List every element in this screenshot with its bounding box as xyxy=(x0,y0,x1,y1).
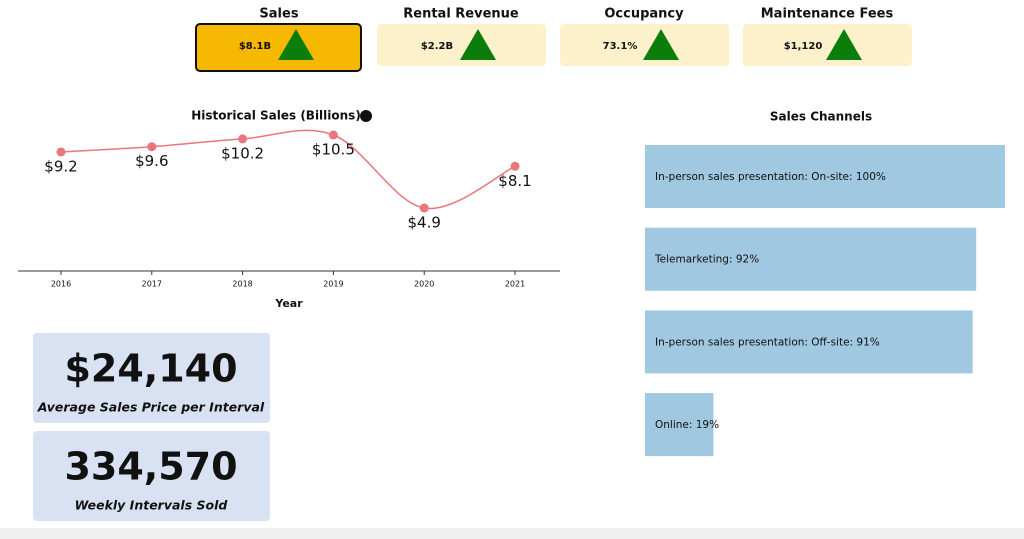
kpi-title: Sales xyxy=(259,7,298,22)
x-tick-label: 2019 xyxy=(323,280,343,289)
kpi-card[interactable] xyxy=(195,23,362,72)
footer-strip xyxy=(0,528,1024,539)
x-tick-label: 2020 xyxy=(414,280,434,289)
kpi-value: $2.2B xyxy=(421,41,453,52)
kpi-value: 73.1% xyxy=(603,41,638,52)
up-arrow xyxy=(826,29,862,60)
up-arrow xyxy=(460,29,496,60)
stat-card xyxy=(33,431,270,521)
kpi-card[interactable] xyxy=(377,24,546,66)
kpi-card[interactable] xyxy=(560,24,729,66)
kpi-value: $1,120 xyxy=(784,41,823,52)
x-tick-label: 2017 xyxy=(142,280,162,289)
kpi-card[interactable] xyxy=(743,24,912,66)
stat-label: Weekly Intervals Sold xyxy=(75,498,229,513)
x-axis-label: Year xyxy=(274,297,303,310)
x-tick-label: 2018 xyxy=(232,280,252,289)
data-label: $4.9 xyxy=(407,214,440,232)
bar-label: Telemarketing: 92% xyxy=(654,254,759,266)
stat-label: Average Sales Price per Interval xyxy=(37,400,265,415)
bar xyxy=(645,393,714,457)
point xyxy=(510,161,520,171)
bar-label: In-person sales presentation: Off-site: … xyxy=(655,336,880,348)
help-icon[interactable] xyxy=(360,110,372,122)
kpi-title: Rental Revenue xyxy=(403,7,519,22)
up-arrow xyxy=(643,29,679,60)
data-label: $10.5 xyxy=(312,141,355,159)
x-tick-label: 2016 xyxy=(51,280,71,289)
data-label: $9.2 xyxy=(44,157,77,175)
help-icon-mark: ? xyxy=(363,113,368,123)
kpi-title: Maintenance Fees xyxy=(761,7,894,22)
point xyxy=(328,130,338,140)
point xyxy=(419,203,429,213)
x-tick-label: 2021 xyxy=(505,280,525,289)
data-label: $9.6 xyxy=(135,152,168,170)
up-arrow xyxy=(278,29,314,60)
stat-value: $24,140 xyxy=(64,347,237,391)
data-label: $10.2 xyxy=(221,144,264,162)
bar xyxy=(645,227,977,291)
point xyxy=(238,134,248,144)
chart-title: Sales Channels xyxy=(770,110,872,124)
bar xyxy=(645,145,1005,208)
point xyxy=(56,147,66,157)
bar xyxy=(645,310,973,374)
sales-line xyxy=(60,129,516,210)
point xyxy=(147,142,157,152)
kpi-title: Occupancy xyxy=(604,7,684,22)
stat-card xyxy=(33,333,270,423)
data-label: $8.1 xyxy=(498,172,531,190)
bar-label: In-person sales presentation: On-site: 1… xyxy=(655,171,886,183)
bar-label: Online: 19% xyxy=(655,419,719,431)
stat-value: 334,570 xyxy=(64,445,237,489)
kpi-value: $8.1B xyxy=(239,41,271,52)
chart-title: Historical Sales (Billions) xyxy=(191,109,361,123)
